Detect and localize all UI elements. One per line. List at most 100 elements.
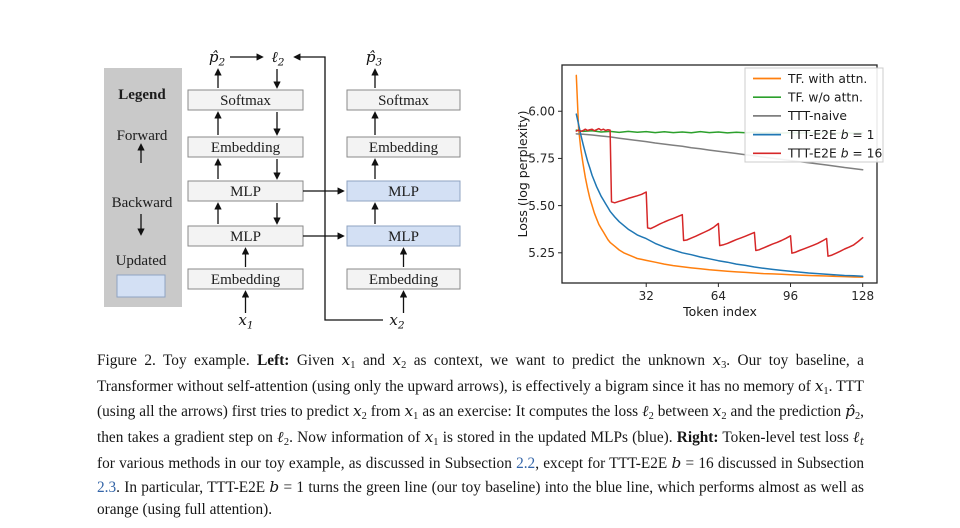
series-line-ttt-e2e-b1	[575, 113, 864, 277]
caption-text: x	[424, 428, 434, 447]
caption-text: for various methods in our toy example, …	[97, 454, 517, 472]
caption-text: 3	[721, 359, 727, 371]
caption-text: b	[269, 477, 280, 496]
right-column: Softmax Embedding MLP MLP Embedding	[346, 89, 461, 290]
box-embedding-lower-right	[346, 268, 461, 290]
plot-border	[561, 64, 878, 284]
x-tick-label: 64	[711, 289, 726, 303]
legend-updated-label: Updated	[116, 253, 167, 269]
box-softmax-right	[346, 89, 461, 111]
label-p-hat-2: p̂2	[209, 48, 226, 69]
caption-text: and the prediction	[726, 403, 846, 421]
architecture-diagram: Legend Forward Backward Updated p̂2 ℓ2 p…	[95, 33, 480, 347]
caption-text: . Our toy baseline, a Transformer withou…	[97, 352, 864, 395]
box-embedding-upper-left	[187, 136, 304, 158]
caption-text: 1	[433, 436, 439, 448]
subsection-link[interactable]: 2.3	[97, 478, 117, 496]
caption-text: 2	[854, 411, 861, 423]
box-label: Embedding	[211, 272, 281, 288]
chart-svg: Token index Loss (log perplexity) 32 64 96…	[515, 64, 884, 319]
legend-label-ttt-e2e-b16: TTT-E2E b = 16	[787, 147, 882, 161]
label-x-1: x1	[238, 311, 253, 332]
caption-text: . In particular, TTT-E2E	[116, 478, 270, 496]
caption-text: Token-level test loss	[718, 429, 854, 447]
caption-text: x	[392, 351, 402, 369]
box-embedding-lower-left	[187, 268, 304, 290]
caption-text: 1	[413, 411, 419, 423]
left-column: Softmax Embedding MLP MLP Embedding	[187, 89, 304, 290]
caption-text: as context, we want to predict the unkno…	[406, 352, 713, 369]
legend-label-tf-no-attn: TF. w/o attn.	[787, 91, 863, 105]
caption-text: x	[712, 402, 722, 421]
caption-text: 2	[361, 411, 367, 423]
caption-text: ℓ	[642, 402, 649, 421]
caption-text: x	[341, 351, 351, 369]
caption-text: x	[814, 376, 824, 395]
box-label: MLP	[230, 184, 261, 200]
diagram-legend-panel	[104, 68, 182, 307]
box-label: Softmax	[378, 93, 429, 109]
caption-text: , then takes a gradient step on	[97, 403, 864, 447]
caption-text: = 1 turns the green line (our toy baseli…	[97, 478, 864, 519]
box-softmax-left	[187, 89, 304, 111]
box-embedding-upper-right	[346, 136, 461, 158]
box-label: MLP	[388, 184, 419, 200]
diagram-legend-title: Legend	[118, 87, 166, 103]
caption-text: from	[366, 403, 405, 421]
caption-text: . TTT (using all the arrows) first tries…	[97, 377, 864, 421]
x-axis-label: Token index	[682, 304, 757, 319]
box-mlp-upper-right-updated	[346, 180, 461, 202]
series-line-ttt-e2e-b16	[575, 127, 864, 257]
label-x-2: x2	[389, 311, 404, 332]
label-p-hat-3: p̂3	[366, 48, 383, 69]
box-mlp-lower-right-updated	[346, 225, 461, 247]
caption-text: 2	[283, 436, 290, 448]
caption-text: x	[712, 351, 722, 369]
caption-text: ℓ	[853, 428, 860, 447]
loss-chart: Token index Loss (log perplexity) 32 64 96…	[515, 50, 958, 342]
legend-label-ttt-naive: TTT-naive	[787, 109, 847, 123]
caption-text: . Now information of	[289, 429, 425, 447]
caption-text: and	[355, 352, 393, 369]
chart-dynamic-content: 32 64 96 128 5.25 5.50 5.75 6.00 TF. with attn. T…	[528, 67, 884, 303]
caption-text: = 16 discussed in Subsection	[681, 454, 864, 472]
caption-text: as an exercise: It computes the loss	[418, 403, 643, 421]
y-tick-label: 5.25	[528, 246, 555, 260]
y-tick-label: 5.50	[528, 199, 555, 213]
caption-text: between	[653, 403, 713, 421]
diagram-legend: Legend Forward Backward Updated	[104, 68, 182, 307]
box-label: Embedding	[211, 140, 281, 156]
legend-updated-swatch	[116, 274, 166, 298]
box-label: MLP	[230, 229, 261, 245]
x-tick-label: 128	[851, 289, 874, 303]
series-line-tf-attn	[575, 74, 864, 278]
box-label: MLP	[388, 229, 419, 245]
caption-text: p̂	[845, 402, 855, 421]
caption-text: Right:	[676, 429, 719, 447]
legend-label-tf-attn: TF. with attn.	[787, 72, 867, 86]
caption-text: ℓ	[277, 428, 284, 447]
box-label: Embedding	[369, 140, 439, 156]
caption-text: Left:	[257, 352, 290, 369]
legend-backward-label: Backward	[112, 195, 173, 211]
caption-text: 2	[721, 411, 727, 423]
y-axis-label: Loss (log perplexity)	[518, 111, 530, 238]
box-label: Softmax	[220, 93, 271, 109]
label-loss-2: ℓ2	[272, 48, 285, 69]
y-tick-label: 5.75	[528, 152, 555, 166]
caption-text: Given	[289, 352, 342, 369]
caption-text: Figure 2. Toy example.	[97, 352, 258, 369]
subsection-link[interactable]: 2.2	[516, 454, 536, 472]
figure-caption: Figure 2. Toy example. Left: Given x1 an…	[97, 349, 864, 522]
caption-text: 1	[350, 359, 356, 371]
box-label: Embedding	[369, 272, 439, 288]
chart-legend-box	[744, 67, 884, 163]
caption-text: x	[353, 402, 362, 421]
legend-forward-label: Forward	[117, 128, 168, 144]
series-line-ttt-naive	[575, 133, 864, 171]
diagram-svg: Legend Forward Backward Updated p̂2 ℓ2 p…	[104, 48, 461, 332]
caption-text: , except for TTT-E2E	[535, 454, 672, 472]
caption-text: t	[859, 435, 865, 448]
caption-text: 2	[401, 359, 407, 371]
legend-label-ttt-e2e-b1: TTT-E2E b = 1	[787, 128, 874, 142]
